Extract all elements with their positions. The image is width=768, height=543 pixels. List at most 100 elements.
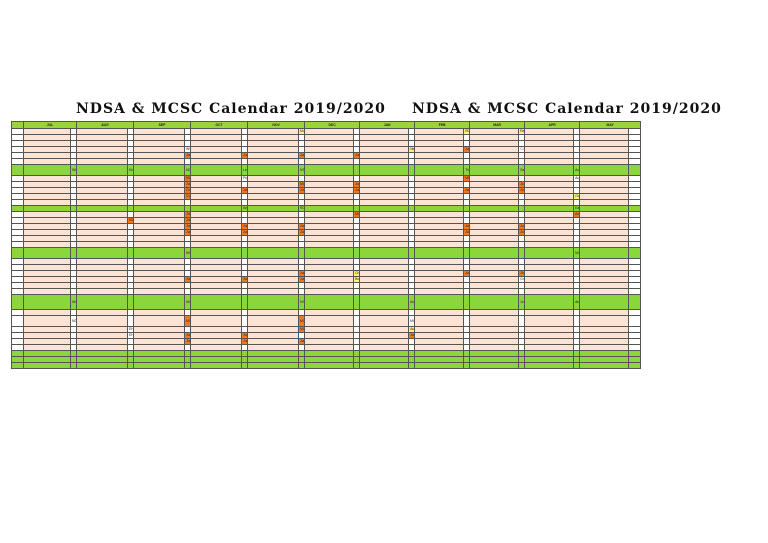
event-cell: Aust Day Holiday [408, 326, 416, 333]
event-cell: EHS Boys KO [126, 332, 135, 339]
day-number-cell [76, 247, 128, 259]
day-number-cell [76, 294, 128, 310]
event-cell: Christmas Day [353, 270, 361, 277]
month-header: JUL [23, 121, 77, 129]
event-cell [241, 362, 249, 369]
day-number-cell [359, 315, 410, 327]
calendar-row: MCSC Comm 7 Pty Day Junior Training 5.30p… [11, 217, 642, 224]
calendar-row: Junior Training 5.30pm MCSC Cups Meeting A… [11, 211, 642, 218]
event-cell: Junior Training 5.30pm [408, 332, 416, 339]
day-number-cell [133, 362, 186, 369]
event-cell: C.D.C Meeting [518, 146, 526, 153]
calendar-row [11, 140, 642, 147]
event-cell: Junior Training 5.30pm [184, 181, 192, 188]
event-cell [298, 362, 306, 369]
day-number-cell [190, 315, 243, 327]
weekday-cell [11, 164, 24, 176]
event-cell: Junior Training 5.30pm [518, 187, 526, 194]
event-cell [573, 362, 581, 369]
day-number-cell [23, 294, 71, 310]
day-number-cell [414, 247, 465, 259]
day-number-cell [469, 164, 520, 176]
event-cell [126, 362, 135, 369]
event-cell: Easter Sunday [573, 205, 581, 212]
day-number-cell [524, 164, 575, 176]
event-cell [353, 362, 361, 369]
month-header: NOV [247, 121, 306, 129]
event-cell [184, 362, 192, 369]
weekday-cell [11, 315, 24, 327]
calendar-row: NDSA AGMMCSC Comm 7 Pty DayMCSC Cups Mee… [11, 315, 642, 327]
day-number-cell [133, 164, 186, 176]
calendar-row: Junior Training 5.30pm Christmas Day Junio… [11, 270, 642, 277]
event-cell [518, 362, 526, 369]
event-cell: Coaching Commission [184, 187, 192, 194]
event-cell: Junior Training 5.30pm [298, 187, 306, 194]
event-cell: Mo Trophy Wk Rd 1g Day [298, 128, 306, 135]
calendar-row: Winter LeagueKingsdown MeetingNDSA AGMLe… [11, 164, 642, 176]
event-cell: Grand Final [518, 276, 526, 283]
day-number-cell [524, 294, 575, 310]
day-number-cell [133, 247, 186, 259]
day-number-cell [579, 247, 630, 259]
day-number-cell [414, 164, 465, 176]
event-cell: Junior Training 5.30pm [241, 152, 249, 159]
event-cell: Junior Training 5.30pm [298, 270, 306, 277]
day-number-cell [359, 164, 410, 176]
day-number-cell [23, 362, 71, 369]
event-cell: Junior Training 5.30pm [184, 332, 192, 339]
day-number-cell [579, 362, 630, 369]
calendar-row: Winter LeagueNDSA AGMNSW U12 Girls State… [11, 294, 642, 310]
event-cell: Junior Training 5.30pm [241, 229, 249, 236]
event-cell: Junior Training 5.30pm [463, 270, 471, 277]
event-cell: Season Commission [241, 205, 249, 212]
event-cell: Junior Training 5.30pm [463, 229, 471, 236]
event-cell: Junior Training 5.30pm [353, 187, 361, 194]
day-number-cell [247, 294, 300, 310]
day-number-cell [304, 247, 355, 259]
day-number-cell [133, 315, 186, 327]
event-cell [628, 315, 642, 327]
calendar-row: Junior Training 5.30pm Junior Training 5.… [11, 229, 642, 236]
month-header: APR [524, 121, 581, 129]
event-cell: Junior Training 5.30pm [184, 152, 192, 159]
month-header: FEB [414, 121, 471, 129]
event-cell: EHS Boys KO [126, 326, 135, 333]
event-cell: Junior Training 5.30pm [353, 181, 361, 188]
day-number-cell [524, 362, 575, 369]
day-number-cell [304, 294, 355, 310]
event-cell: Junior Training 5.30pm [298, 338, 306, 345]
event-cell: Junior Training 5.30pm [298, 152, 306, 159]
day-number-cell [247, 247, 300, 259]
day-number-cell [469, 315, 520, 327]
day-number-cell [190, 164, 243, 176]
event-cell: Coaching Commission [184, 193, 192, 200]
event-cell: Junior Training 5.30pm [184, 217, 192, 224]
weekday-cell [11, 362, 24, 369]
event-cell: Good Friday [573, 193, 581, 200]
day-number-cell [190, 362, 243, 369]
day-number-cell [304, 362, 355, 369]
event-cell: Junior Training 5.30pm [184, 229, 192, 236]
day-number-cell [23, 247, 71, 259]
day-number-cell [247, 362, 300, 369]
event-cell: Junior Training 5.30pm [241, 276, 249, 283]
day-number-cell [23, 164, 71, 176]
event-cell [628, 164, 642, 176]
day-number-cell [469, 362, 520, 369]
event-cell: Junior Training 5.30pm [518, 229, 526, 236]
day-number-cell [359, 362, 410, 369]
event-cell: Junior Training 5.30pm [241, 338, 249, 345]
calendar-row: Coaching Commission Good Friday [11, 193, 642, 200]
month-header: OCT [190, 121, 249, 129]
day-number-cell [359, 247, 410, 259]
event-cell: MCSC Comm 7 Pty Day [184, 175, 192, 182]
event-cell: MCSC Cups Meeting [298, 326, 306, 333]
event-cell: Junior Training 5.30pm [241, 223, 249, 230]
day-number-cell [190, 294, 243, 310]
day-number-cell [76, 315, 128, 327]
event-cell: Junior Training 5.30pm [298, 229, 306, 236]
calendar-row: Junior Training 5.30pm Junior Training 5.… [11, 338, 642, 345]
calendar-row [11, 356, 642, 363]
